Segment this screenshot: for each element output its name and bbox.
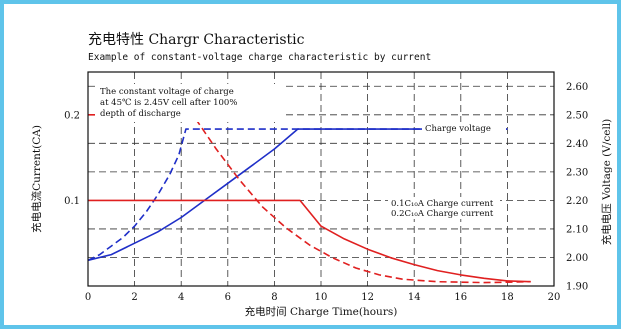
y-right-tick-label: 2.60 [566,82,588,93]
y-right-tick-labels: 1.90 2.00 2.10 2.20 2.30 2.40 2.50 2.60 [566,82,588,293]
annotation-background [95,84,283,122]
y-right-tick-label: 2.30 [566,167,588,178]
annotation-line-2: at 45℃ is 2.45V cell after 100% [100,98,237,108]
chart-svg: 充电特性 Chargr Characteristic Example of co… [30,32,613,318]
y-left-tick-label: 0.2 [64,110,80,121]
y-right-axis-label: 充电电压 Voltage (V/cell) [600,119,613,246]
x-tick-labels: 0 2 4 6 8 10 12 14 16 18 20 [85,292,561,303]
x-tick-label: 16 [454,292,467,303]
annotation-line-1: The constant voltage of charge [100,87,234,97]
x-tick-label: 10 [315,292,328,303]
y-right-tick-label: 2.20 [566,196,588,207]
x-tick-label: 8 [271,292,277,303]
x-tick-label: 18 [501,292,514,303]
series-line-2 [87,128,508,262]
series-lines [87,114,531,284]
current-labels-bg [388,197,500,219]
charge-voltage-label: Charge voltage [425,124,491,134]
y-left-axis-label: 充电电流Current(CA) [30,125,43,233]
y-right-tick-label: 1.90 [566,282,588,293]
x-tick-label: 20 [548,292,561,303]
x-tick-label: 14 [408,292,421,303]
chart-title: 充电特性 Chargr Characteristic [88,32,305,48]
chart-subtitle: Example of constant-voltage charge chara… [88,52,431,63]
y-left-tick-label: 0.1 [64,196,80,207]
y-right-tick-label: 2.40 [566,139,588,150]
y-left-tick-labels: 0.1 0.2 [64,110,80,207]
chart-panel: 充电特性 Chargr Characteristic Example of co… [4,4,617,325]
annotation-line-3: depth of discharge [100,109,181,119]
series-line-1 [87,128,508,262]
series-line-3 [88,199,531,283]
charge-voltage-label-bg [422,122,506,134]
x-tick-label: 0 [85,292,91,303]
x-axis-label: 充电时间 Charge Time(hours) [245,305,398,318]
y-right-tick-label: 2.00 [566,253,588,264]
plot-frame [87,71,555,287]
y-right-tick-label: 2.50 [566,110,588,121]
series-line-4 [88,114,531,284]
y-right-tick-label: 2.10 [566,224,588,235]
current-01-label: 0.1C₁₀A Charge current [391,199,494,209]
x-tick-label: 6 [225,292,231,303]
x-tick-label: 12 [361,292,374,303]
current-02-label: 0.2C₁₀A Charge current [391,209,494,219]
x-tick-label: 2 [131,292,137,303]
x-tick-label: 4 [178,292,184,303]
